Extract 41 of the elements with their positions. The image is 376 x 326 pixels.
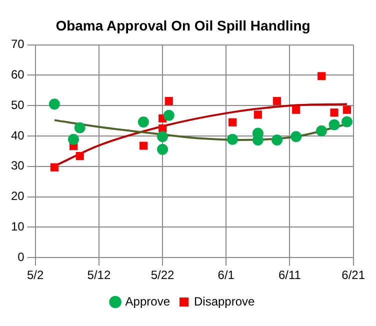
y-tick-label: 50 [10, 98, 25, 112]
point [341, 116, 352, 128]
chart-title: Obama Approval On Oil Spill Handling [56, 17, 310, 34]
point [157, 131, 168, 142]
y-tick-label: 0 [18, 250, 25, 264]
point [68, 134, 80, 145]
point [76, 152, 84, 160]
point [139, 142, 148, 150]
y-tick-label: 40 [10, 128, 25, 142]
point [226, 134, 238, 145]
point [50, 163, 58, 172]
point [292, 106, 300, 114]
legend-label: Disapprove [194, 294, 256, 308]
y-tick-label: 30 [10, 158, 25, 173]
point [330, 108, 338, 117]
point [290, 131, 302, 142]
x-tick-label: 6/1 [218, 268, 235, 282]
point [48, 98, 60, 110]
x-tick-label: 5/2 [27, 268, 44, 282]
point [316, 125, 328, 136]
point [138, 116, 149, 128]
point [272, 134, 283, 146]
y-tick-label: 70 [10, 37, 25, 52]
point [342, 106, 351, 114]
x-tick-label: 5/12 [87, 268, 111, 282]
y-tick-label: 20 [10, 189, 25, 204]
point [163, 110, 174, 121]
point [164, 97, 173, 106]
point [254, 110, 262, 119]
y-tick-label: 10 [10, 220, 25, 234]
x-tick-label: 6/21 [342, 268, 366, 282]
point [272, 97, 282, 106]
point [228, 118, 237, 126]
y-tick-label: 60 [10, 68, 25, 82]
point [74, 122, 86, 134]
x-tick-label: 5/22 [150, 268, 175, 282]
x-tick-label: 6/11 [278, 268, 302, 282]
legend-label: Approve [125, 294, 170, 308]
point [157, 144, 168, 155]
point [317, 72, 326, 80]
point [328, 119, 340, 130]
